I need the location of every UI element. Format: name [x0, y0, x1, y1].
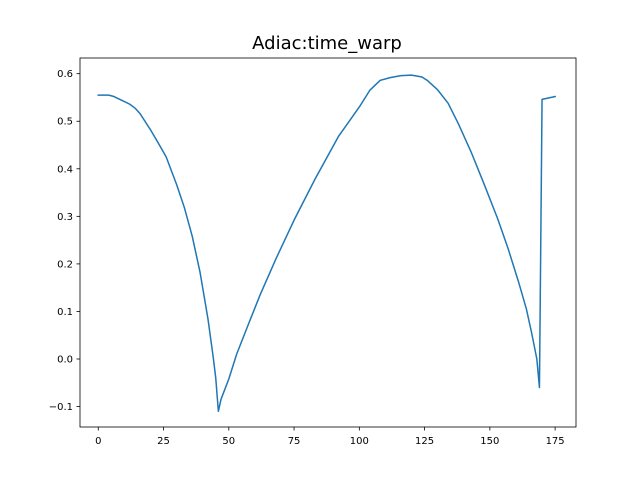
- x-tick-label: 125: [415, 436, 434, 447]
- y-tick-label: 0.0: [57, 355, 73, 366]
- y-tick-label: 0.4: [57, 164, 73, 175]
- x-tick-label: 0: [95, 436, 101, 447]
- y-tick-label: 0.5: [57, 117, 73, 128]
- series-line: [97, 74, 557, 413]
- plot-area: [97, 74, 557, 413]
- chart-title: Adiac:time_warp: [252, 33, 402, 54]
- y-axis: −0.1 0.0 0.1 0.2 0.3 0.4 0.5 0.6: [49, 69, 80, 413]
- y-tick-label: 0.2: [57, 259, 73, 270]
- y-tick-label: 0.3: [57, 212, 73, 223]
- x-tick-label: 50: [222, 436, 235, 447]
- y-tick-label: 0.6: [57, 69, 73, 80]
- x-tick-label: 100: [350, 436, 369, 447]
- y-tick-label: −0.1: [49, 402, 73, 413]
- axes-frame: [79, 57, 577, 428]
- x-tick-label: 75: [288, 436, 301, 447]
- x-axis: 0 25 50 75 100 125 150 175: [95, 427, 565, 447]
- y-tick-label: 0.1: [57, 307, 73, 318]
- x-tick-label: 25: [157, 436, 170, 447]
- x-tick-label: 175: [546, 436, 565, 447]
- x-tick-label: 150: [480, 436, 499, 447]
